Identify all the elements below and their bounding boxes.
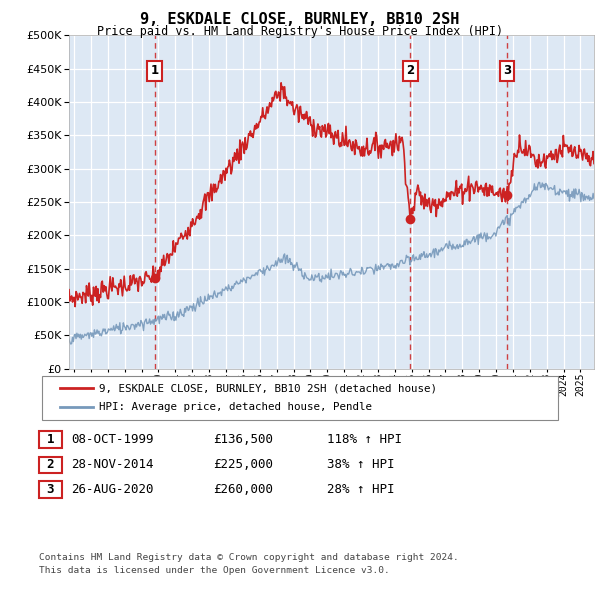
Text: 1: 1 [151, 64, 159, 77]
Text: 08-OCT-1999: 08-OCT-1999 [71, 433, 154, 446]
Text: 9, ESKDALE CLOSE, BURNLEY, BB10 2SH: 9, ESKDALE CLOSE, BURNLEY, BB10 2SH [140, 12, 460, 27]
Text: £225,000: £225,000 [213, 458, 273, 471]
Text: This data is licensed under the Open Government Licence v3.0.: This data is licensed under the Open Gov… [39, 566, 390, 575]
Text: 3: 3 [47, 483, 54, 496]
Text: 28-NOV-2014: 28-NOV-2014 [71, 458, 154, 471]
Text: HPI: Average price, detached house, Pendle: HPI: Average price, detached house, Pend… [99, 402, 372, 412]
Text: Contains HM Land Registry data © Crown copyright and database right 2024.: Contains HM Land Registry data © Crown c… [39, 553, 459, 562]
Text: 2: 2 [406, 64, 414, 77]
Text: £260,000: £260,000 [213, 483, 273, 496]
Text: 26-AUG-2020: 26-AUG-2020 [71, 483, 154, 496]
Text: 118% ↑ HPI: 118% ↑ HPI [327, 433, 402, 446]
Text: 9, ESKDALE CLOSE, BURNLEY, BB10 2SH (detached house): 9, ESKDALE CLOSE, BURNLEY, BB10 2SH (det… [99, 384, 437, 393]
Text: 1: 1 [47, 433, 54, 446]
Text: 3: 3 [503, 64, 511, 77]
Text: 2: 2 [47, 458, 54, 471]
Text: 38% ↑ HPI: 38% ↑ HPI [327, 458, 395, 471]
Text: 28% ↑ HPI: 28% ↑ HPI [327, 483, 395, 496]
Text: Price paid vs. HM Land Registry's House Price Index (HPI): Price paid vs. HM Land Registry's House … [97, 25, 503, 38]
Text: £136,500: £136,500 [213, 433, 273, 446]
